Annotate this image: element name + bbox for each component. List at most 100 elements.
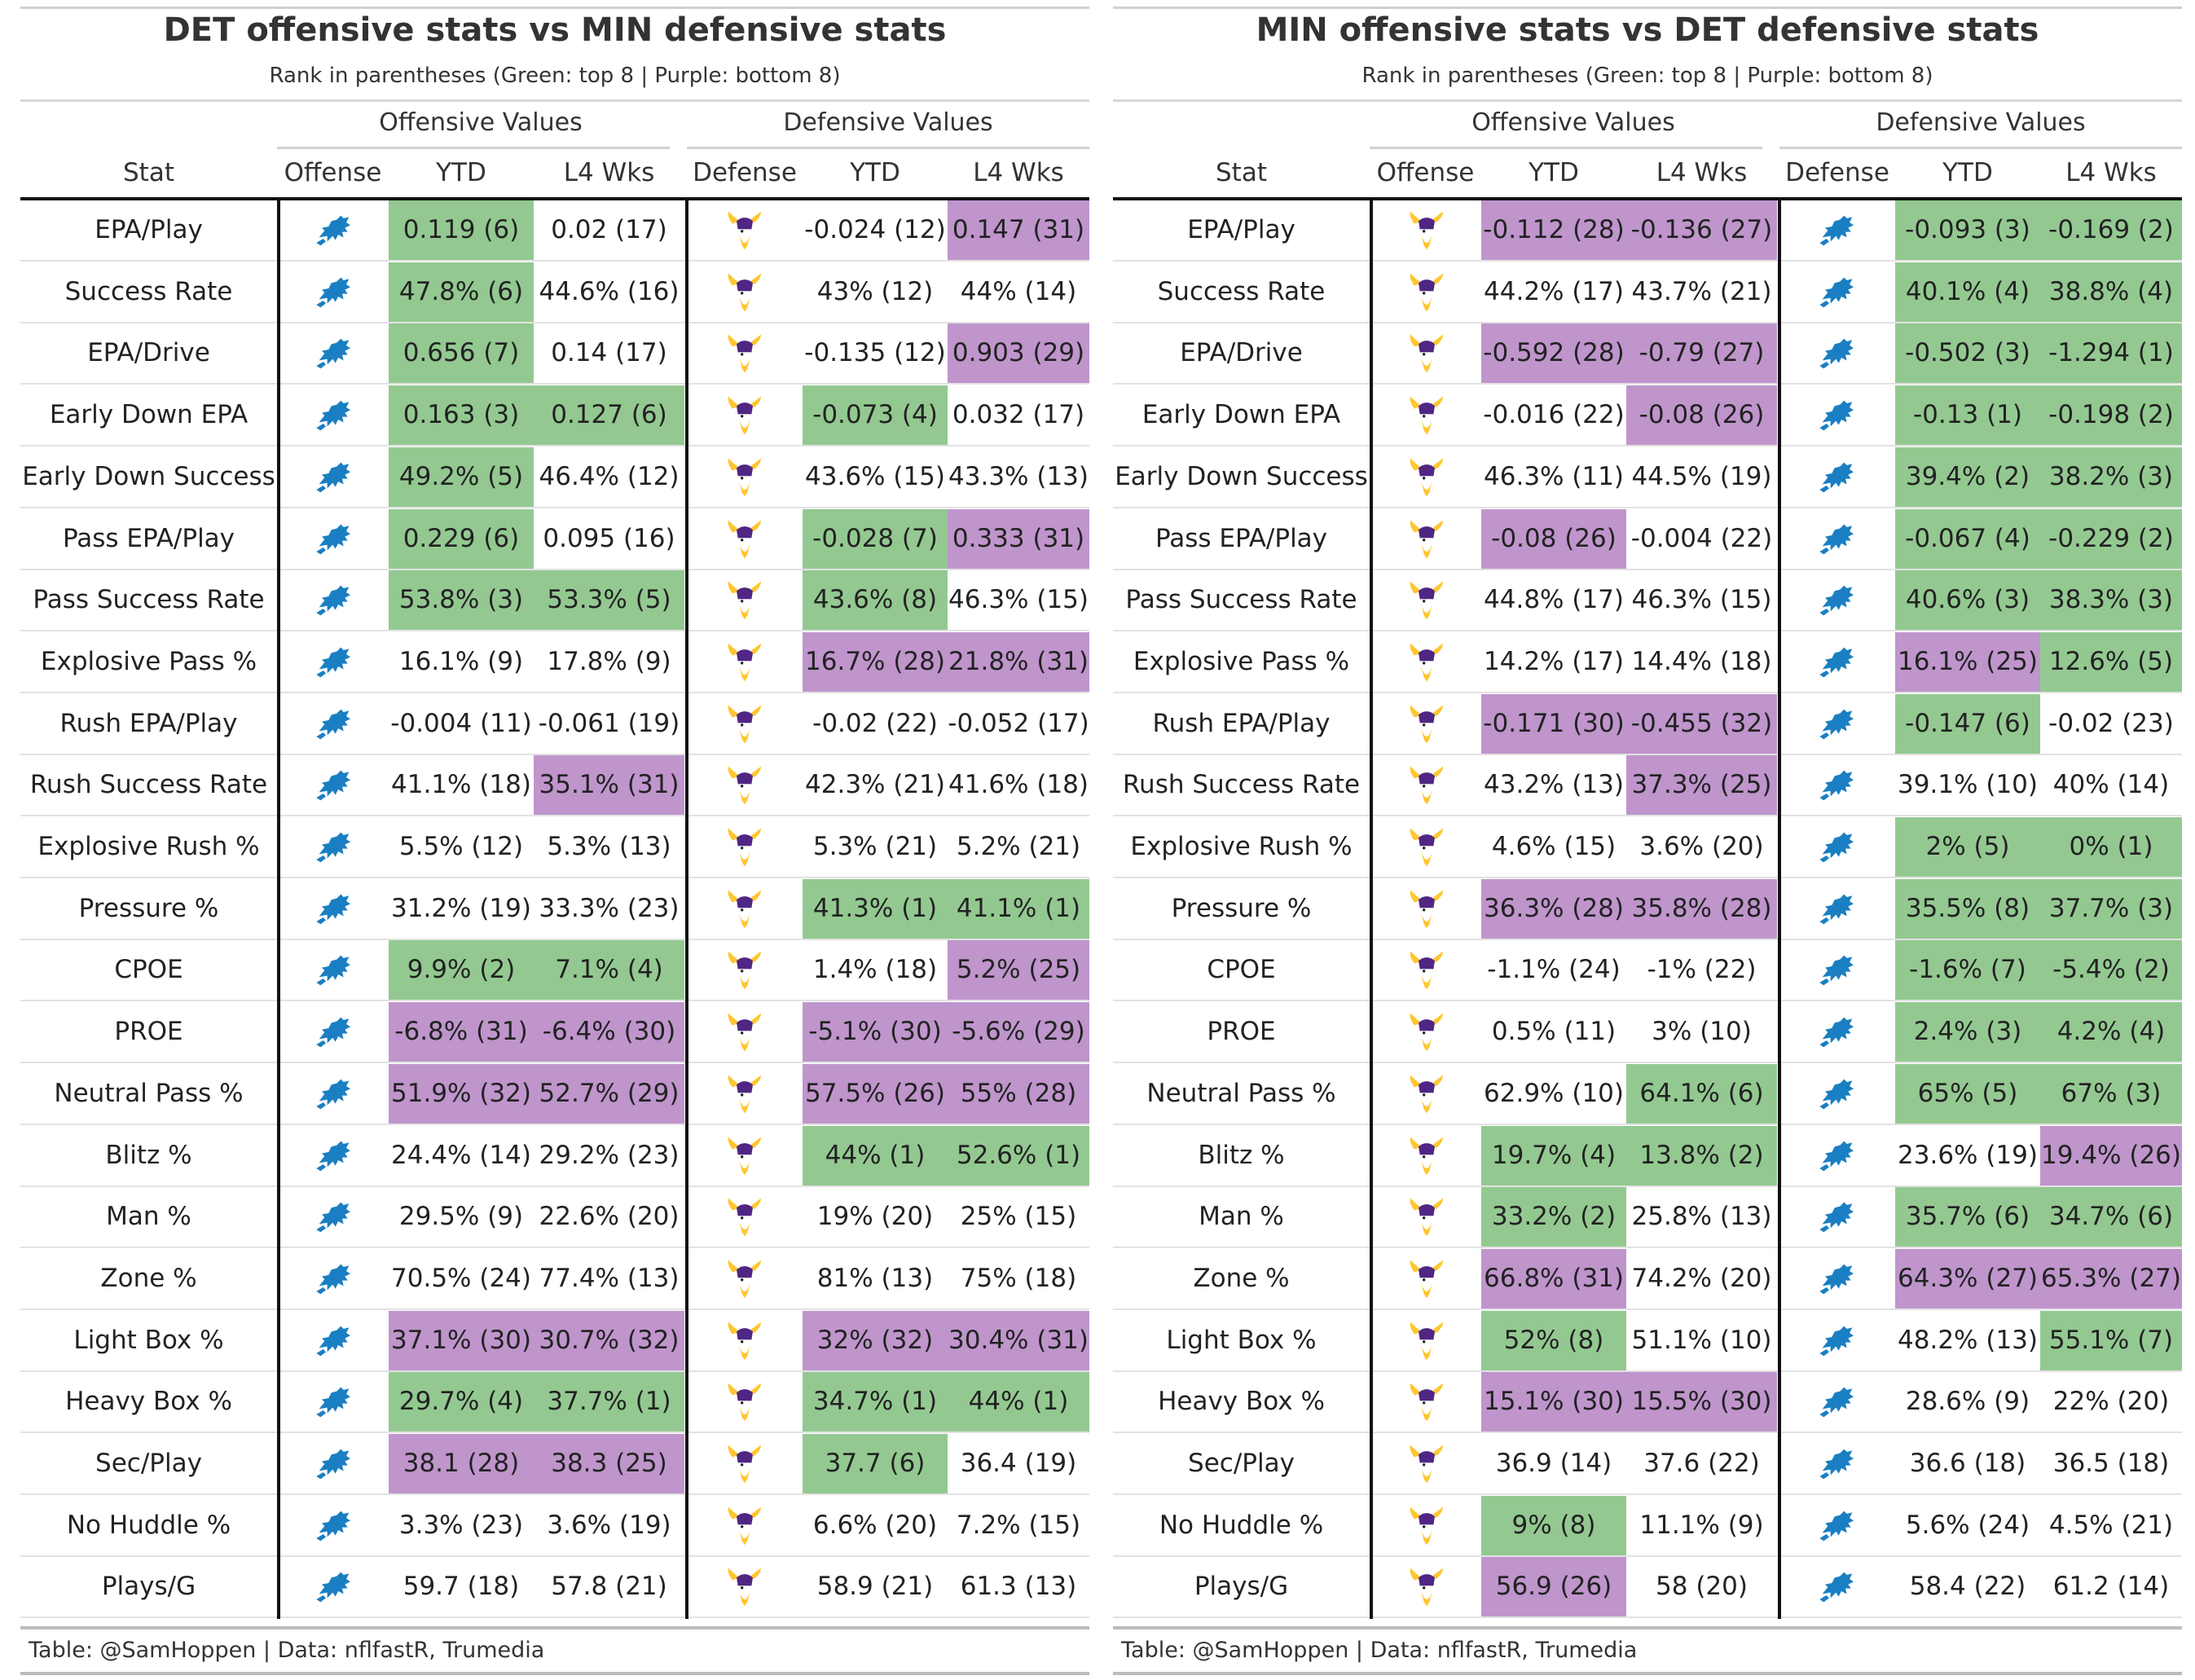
top-rule — [1113, 7, 2182, 9]
stat-label: Light Box % — [73, 1325, 224, 1355]
lions-logo-icon — [314, 580, 354, 621]
defense-ytd-value: 43% (12) — [816, 276, 934, 306]
defense-ytd-value: 39.1% (10) — [1898, 770, 2038, 800]
offense-l4-value: 35.8% (28) — [1626, 878, 1777, 939]
col-header-def-ytd: YTD — [1942, 158, 1993, 187]
vikings-logo-icon — [1406, 580, 1447, 621]
offense-ytd-value: 41.1% (18) — [391, 770, 531, 800]
defense-ytd-value: 6.6% (20) — [812, 1510, 938, 1540]
header-rule — [20, 197, 1089, 200]
defense-ytd-value: 39.4% (2) — [1895, 446, 2040, 507]
table-row: No Huddle % 9% (8) 11.1% (9) 5.6% (24) 4.5% … — [1113, 1495, 2182, 1557]
defense-ytd-value: 58.4 (22) — [1909, 1572, 2026, 1602]
offense-ytd-value: 49.2% (5) — [389, 446, 534, 507]
offense-l4-value: -0.79 (27) — [1626, 323, 1777, 384]
table-row: Heavy Box % 29.7% (4) 37.7% (1) 34.7% (1) 44… — [20, 1372, 1089, 1434]
defense-ytd-value: 43.6% (8) — [803, 570, 948, 631]
defense-l4-value: 37.7% (3) — [2040, 878, 2182, 939]
lions-logo-icon — [1817, 333, 1858, 374]
table-row: Success Rate 44.2% (17) 43.7% (21) 40.1% (4… — [1113, 262, 2182, 323]
vikings-logo-icon — [1406, 519, 1447, 560]
offense-l4-value: 74.2% (20) — [1631, 1263, 1772, 1293]
col-header-def-l4: L4 Wks — [2065, 158, 2157, 187]
stat-label: Heavy Box % — [1158, 1387, 1325, 1417]
offense-l4-value: 43.7% (21) — [1631, 276, 1772, 306]
stat-label: Heavy Box % — [65, 1387, 232, 1417]
table-row: Explosive Rush % 4.6% (15) 3.6% (20) 2% (5)… — [1113, 817, 2182, 878]
defense-l4-value: -5.4% (2) — [2040, 940, 2182, 1001]
offense-ytd-value: 31.2% (19) — [391, 893, 531, 923]
offense-ytd-value: 29.7% (4) — [389, 1372, 534, 1432]
table-row: Sec/Play 38.1 (28) 38.3 (25) 37.7 (6) 36.4 (… — [20, 1434, 1089, 1495]
defense-l4-value: 34.7% (6) — [2040, 1187, 2182, 1247]
defense-ytd-value: 2% (5) — [1895, 817, 2040, 877]
table-row: PROE -6.8% (31) -6.4% (30) -5.1% (30) -5.6% … — [20, 1002, 1089, 1064]
defense-l4-value: 12.6% (5) — [2040, 631, 2182, 692]
vikings-logo-icon — [724, 333, 765, 374]
offense-l4-value: -0.061 (19) — [538, 708, 680, 738]
defense-ytd-value: 36.6 (18) — [1909, 1449, 2026, 1478]
offense-ytd-value: 24.4% (14) — [391, 1140, 531, 1170]
defense-l4-value: 21.8% (31) — [948, 631, 1089, 692]
col-header-def-ytd: YTD — [850, 158, 900, 187]
table-row: Light Box % 52% (8) 51.1% (10) 48.2% (13) 55… — [1113, 1310, 2182, 1372]
stat-label: Pressure % — [78, 893, 219, 923]
defense-ytd-value: 64.3% (27) — [1895, 1248, 2040, 1308]
stat-label: EPA/Drive — [1180, 338, 1303, 368]
defense-l4-value: 46.3% (15) — [948, 585, 1089, 615]
table-row: Rush Success Rate 41.1% (18) 35.1% (31) 42.… — [20, 755, 1089, 817]
defense-ytd-value: -0.135 (12) — [804, 338, 946, 368]
offense-l4-value: 37.7% (1) — [534, 1372, 684, 1432]
table-row: Pressure % 31.2% (19) 33.3% (23) 41.3% (1) 4… — [20, 878, 1089, 940]
defense-ytd-value: -0.093 (3) — [1895, 200, 2040, 260]
offense-ytd-value: -0.592 (28) — [1481, 323, 1626, 384]
lions-logo-icon — [1817, 1259, 1858, 1300]
stat-label: Pass EPA/Play — [62, 523, 235, 553]
vikings-logo-icon — [1406, 765, 1447, 806]
lions-logo-icon — [314, 1012, 354, 1053]
offense-l4-value: -6.4% (30) — [534, 1002, 684, 1062]
defense-l4-value: 44% (1) — [948, 1372, 1089, 1432]
vikings-logo-icon — [724, 704, 765, 745]
stat-label: Success Rate — [64, 276, 233, 306]
table-row: Plays/G 59.7 (18) 57.8 (21) 58.9 (21) 61.3 (… — [20, 1557, 1089, 1619]
offense-ytd-value: -0.08 (26) — [1481, 508, 1626, 569]
stat-label: Rush Success Rate — [29, 770, 268, 800]
defense-l4-value: 19.4% (26) — [2040, 1125, 2182, 1185]
offense-l4-value: 44.6% (16) — [539, 276, 680, 306]
subtitle-rule — [1113, 99, 2182, 102]
lions-logo-icon — [1817, 765, 1858, 806]
table-row: Blitz % 24.4% (14) 29.2% (23) 44% (1) 52.6% … — [20, 1125, 1089, 1187]
defense-ytd-value: 16.7% (28) — [803, 631, 948, 692]
defense-ytd-value: -1.6% (7) — [1895, 940, 2040, 1001]
lions-logo-icon — [1817, 1136, 1858, 1176]
table-row: EPA/Drive -0.592 (28) -0.79 (27) -0.502 (3)… — [1113, 323, 2182, 385]
defense-ytd-value: 40.1% (4) — [1895, 262, 2040, 322]
defense-l4-value: 5.2% (21) — [956, 832, 1081, 861]
spanner-line-offensive — [1370, 147, 1762, 149]
defense-l4-value: 0.147 (31) — [948, 200, 1089, 260]
defense-l4-value: 4.5% (21) — [2048, 1510, 2174, 1540]
offense-ytd-value: -0.171 (30) — [1481, 693, 1626, 754]
vikings-logo-icon — [1406, 889, 1447, 930]
offense-ytd-value: 70.5% (24) — [391, 1263, 531, 1293]
offense-l4-value: 0.127 (6) — [534, 385, 684, 446]
lions-logo-icon — [314, 765, 354, 806]
stat-label: Neutral Pass % — [1146, 1078, 1336, 1108]
stat-label: Pass EPA/Play — [1155, 523, 1328, 553]
offense-l4-value: 3% (10) — [1652, 1017, 1752, 1047]
defense-ytd-value: 35.5% (8) — [1895, 878, 2040, 939]
defense-l4-value: -0.229 (2) — [2040, 508, 2182, 569]
stat-label: Man % — [106, 1202, 191, 1232]
bottom-rule — [1113, 1626, 2182, 1629]
offense-ytd-value: 62.9% (10) — [1484, 1078, 1624, 1108]
table-row: Pass EPA/Play 0.229 (6) 0.095 (16) -0.028 (… — [20, 508, 1089, 570]
lions-logo-icon — [314, 333, 354, 374]
defense-ytd-value: 81% (13) — [816, 1263, 934, 1293]
stat-label: Zone % — [1193, 1263, 1290, 1293]
table-row: Pressure % 36.3% (28) 35.8% (28) 35.5% (8) 3… — [1113, 878, 2182, 940]
stat-label: Pass Success Rate — [1125, 585, 1357, 615]
offense-ytd-value: 36.3% (28) — [1481, 878, 1626, 939]
defense-l4-value: 55.1% (7) — [2040, 1310, 2182, 1370]
vikings-logo-icon — [724, 272, 765, 313]
